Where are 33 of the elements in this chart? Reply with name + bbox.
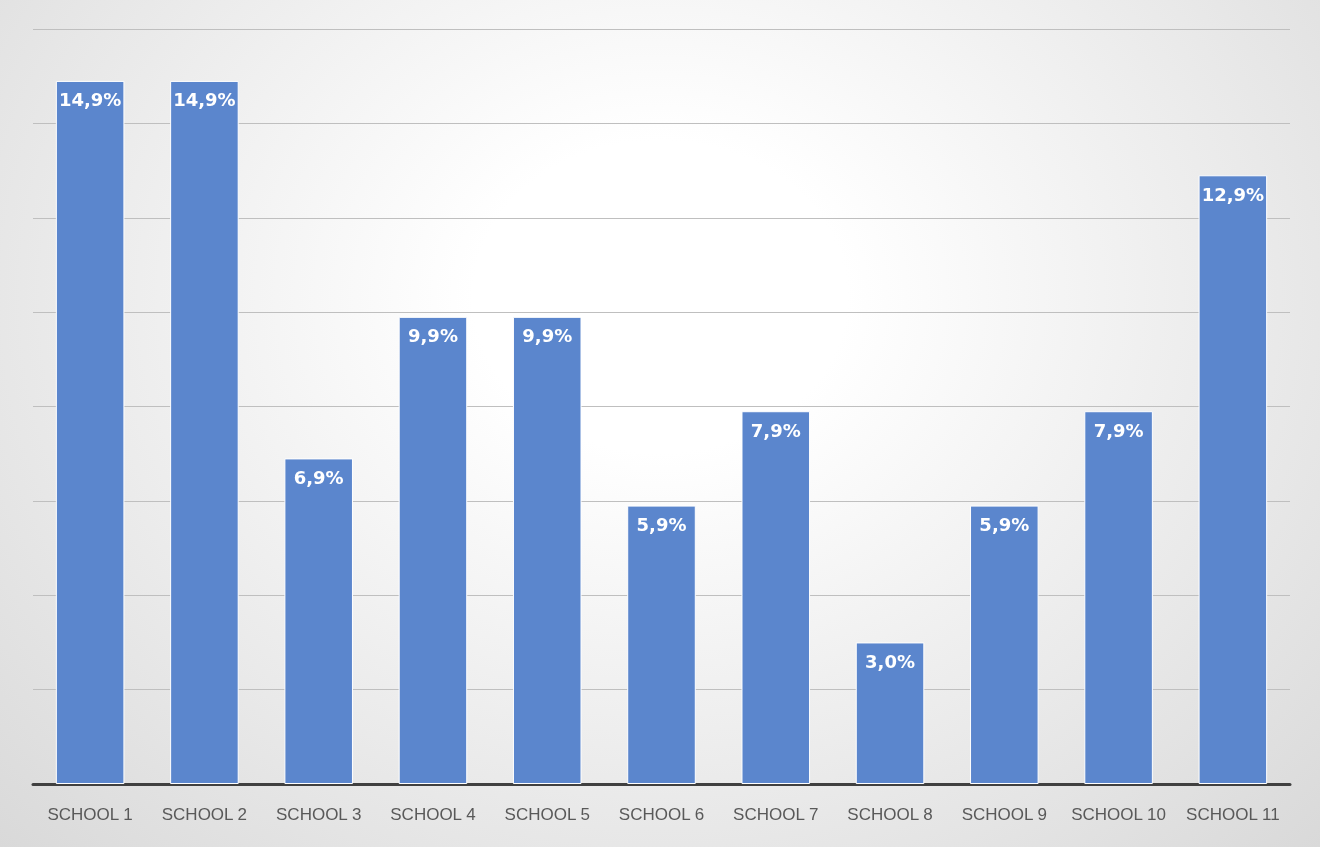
x-tick-label: SCHOOL 5 [504, 805, 590, 824]
bar [1198, 175, 1268, 784]
x-tick-label: SCHOOL 2 [161, 805, 248, 824]
data-label: 3,0% [865, 650, 916, 672]
bar [627, 505, 696, 784]
data-label: 5,9% [636, 514, 687, 536]
data-label: 7,9% [1093, 419, 1144, 441]
bar [398, 316, 468, 784]
x-tick-label: SCHOOL 6 [618, 805, 705, 824]
data-label: 7,9% [750, 419, 801, 441]
bar [284, 458, 353, 784]
x-tick-label: SCHOOL 10 [1071, 805, 1166, 824]
bar [855, 642, 925, 784]
data-label: 6,9% [293, 466, 344, 488]
x-tick-label: SCHOOL 3 [276, 805, 362, 824]
data-label: 14,9% [173, 89, 236, 111]
x-tick-label: SCHOOL 9 [961, 805, 1047, 824]
x-tick-label: SCHOOL 4 [390, 805, 476, 824]
data-label: 9,9% [522, 325, 573, 347]
bar [970, 505, 1039, 784]
x-tick-label: SCHOOL 1 [47, 805, 133, 824]
data-label: 14,9% [58, 89, 122, 111]
bar [55, 80, 125, 784]
x-tick-label: SCHOOL 11 [1186, 805, 1280, 824]
bar [741, 411, 811, 784]
bar [512, 316, 582, 784]
x-tick-label: SCHOOL 8 [847, 805, 933, 824]
data-label: 5,9% [979, 514, 1030, 536]
bar [170, 80, 239, 784]
data-label: 9,9% [407, 325, 458, 347]
data-label: 12,9% [1201, 183, 1265, 205]
x-tick-label: SCHOOL 7 [733, 805, 819, 824]
bar [1084, 411, 1153, 784]
